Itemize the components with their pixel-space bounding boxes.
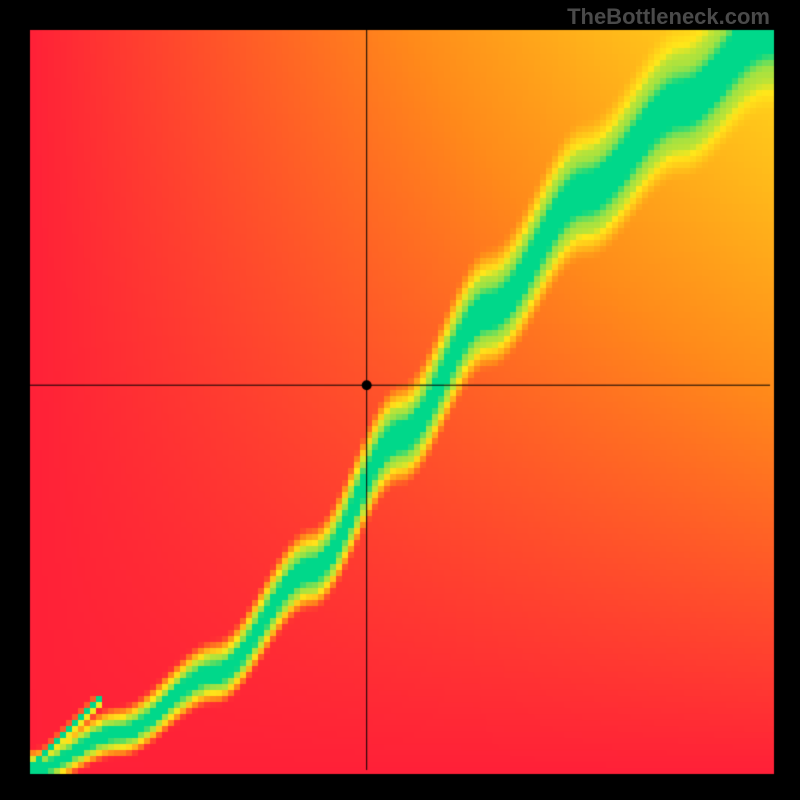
bottleneck-heatmap <box>0 0 800 800</box>
watermark-text: TheBottleneck.com <box>567 4 770 30</box>
